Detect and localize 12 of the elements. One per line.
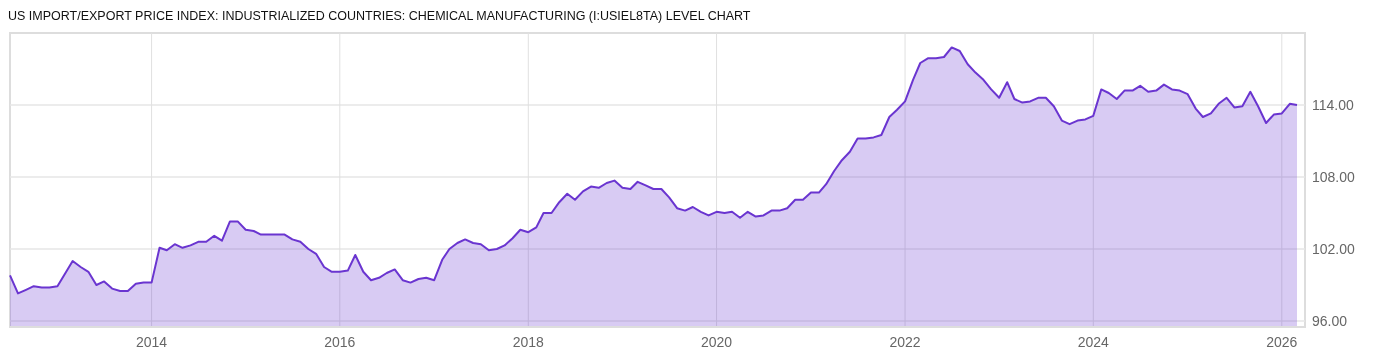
- x-tick-label: 2016: [324, 334, 356, 350]
- y-tick-label: 102.00: [1312, 241, 1356, 257]
- x-tick-label: 2020: [700, 334, 733, 350]
- y-tick-label: 108.00: [1312, 169, 1356, 185]
- x-tick-label: 2018: [512, 334, 545, 350]
- x-tick-label: 2022: [889, 334, 921, 350]
- x-tick-label: 2026: [1266, 334, 1298, 350]
- y-tick-label: 96.00: [1312, 313, 1348, 329]
- y-tick-label: 114.00: [1312, 97, 1354, 113]
- chart-title: US IMPORT/EXPORT PRICE INDEX: INDUSTRIALIZED COUNTRIES: CHEMICAL MANUFACTURING (I:USIEL8TA) LEVEL CHART: [8, 9, 751, 23]
- x-tick-label: 2024: [1077, 334, 1110, 350]
- x-tick-label: 2014: [135, 334, 168, 350]
